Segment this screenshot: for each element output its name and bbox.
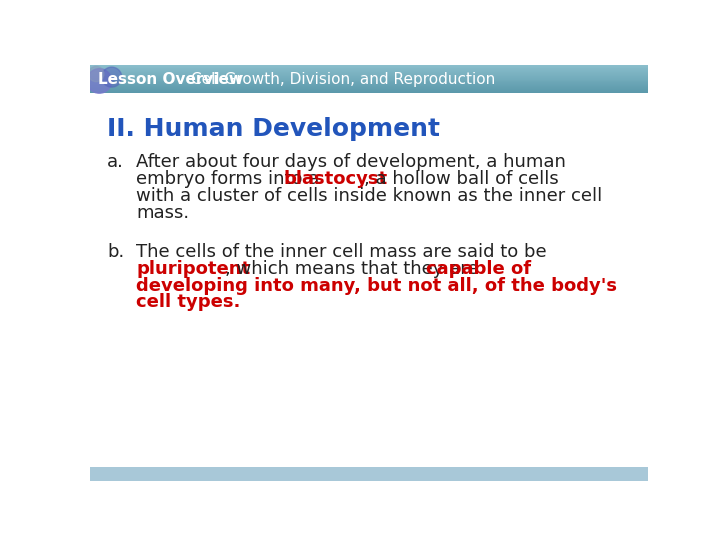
- Text: with a cluster of cells inside known as the inner cell: with a cluster of cells inside known as …: [137, 187, 603, 205]
- Text: After about four days of development, a human: After about four days of development, a …: [137, 153, 567, 171]
- Text: , which means that they are: , which means that they are: [225, 260, 484, 278]
- Bar: [90, 83, 648, 84]
- Bar: [90, 90, 648, 91]
- Text: cell types.: cell types.: [137, 294, 241, 312]
- Bar: [90, 66, 648, 68]
- Text: pluripotent: pluripotent: [137, 260, 251, 278]
- Bar: [90, 91, 648, 92]
- Circle shape: [102, 67, 122, 87]
- Text: a.: a.: [107, 153, 124, 171]
- Text: capable of: capable of: [426, 260, 531, 278]
- Bar: [90, 88, 648, 89]
- Text: , a hollow ball of cells: , a hollow ball of cells: [364, 170, 559, 188]
- Text: blastocyst: blastocyst: [283, 170, 387, 188]
- Bar: [90, 84, 648, 85]
- Bar: [90, 85, 648, 86]
- Bar: [90, 82, 648, 83]
- Text: embryo forms into a: embryo forms into a: [137, 170, 325, 188]
- Bar: [90, 71, 648, 72]
- Bar: [90, 467, 648, 481]
- Bar: [90, 69, 648, 70]
- Bar: [90, 65, 648, 66]
- Bar: [90, 76, 648, 77]
- Bar: [90, 73, 648, 74]
- Text: II. Human Development: II. Human Development: [107, 117, 440, 141]
- Bar: [90, 74, 648, 75]
- Bar: [90, 78, 648, 79]
- Text: developing into many, but not all, of the body's: developing into many, but not all, of th…: [137, 276, 618, 294]
- Bar: [90, 77, 648, 78]
- Bar: [90, 75, 648, 76]
- Text: Lesson Overview: Lesson Overview: [98, 72, 243, 87]
- Bar: [90, 72, 648, 73]
- Bar: [90, 87, 648, 88]
- Text: b.: b.: [107, 242, 125, 261]
- Text: Cell Growth, Division, and Reproduction: Cell Growth, Division, and Reproduction: [191, 72, 495, 87]
- Bar: [90, 79, 648, 80]
- Text: The cells of the inner cell mass are said to be: The cells of the inner cell mass are sai…: [137, 242, 547, 261]
- Circle shape: [89, 66, 104, 82]
- Bar: [90, 80, 648, 82]
- Circle shape: [87, 69, 112, 93]
- Bar: [90, 86, 648, 87]
- Bar: [90, 89, 648, 90]
- Bar: [90, 68, 648, 69]
- Text: mass.: mass.: [137, 204, 189, 222]
- Bar: [90, 70, 648, 71]
